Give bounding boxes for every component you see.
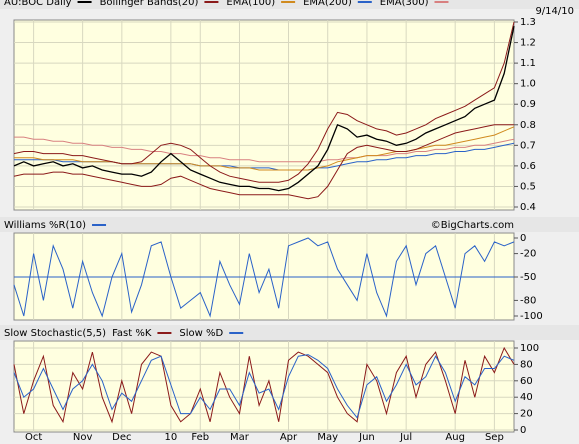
y-tick-label: 1.0 (520, 79, 536, 90)
x-tick-label: Jul (399, 432, 412, 443)
y-tick-label: -100 (520, 311, 543, 322)
panel-header (0, 0, 579, 9)
x-tick-label: Nov (73, 432, 93, 443)
series-line (13, 21, 515, 183)
x-tick-label: May (317, 432, 338, 443)
legend-label: Slow Stochastic(5,5) (4, 328, 106, 339)
legend-label: EMA(100) (226, 0, 275, 8)
y-tick-label: 0 (520, 233, 526, 244)
y-tick-label: 100 (520, 343, 539, 354)
y-tick-label: 0.6 (520, 161, 536, 172)
y-tick-label: 0 (520, 425, 526, 436)
series-line (13, 354, 515, 419)
watermark: ©BigCharts.com (431, 220, 514, 231)
series-line (14, 136, 515, 163)
date-label: 9/14/10 (535, 6, 574, 17)
x-tick-label: Feb (191, 432, 209, 443)
legend-label: AU:BOC Daily (4, 0, 72, 8)
series-line (13, 237, 515, 318)
y-tick-label: 20 (520, 409, 533, 420)
y-tick-label: 0.4 (520, 202, 536, 213)
legend-label: Williams %R(10) (4, 220, 86, 231)
x-tick-label: Dec (112, 432, 131, 443)
legend-label: EMA(200) (303, 0, 352, 8)
y-tick-label: 1.2 (520, 38, 536, 49)
plot-area (13, 340, 515, 433)
y-tick-label: 0.5 (520, 181, 536, 192)
y-tick-label: 80 (520, 359, 533, 370)
y-tick-label: -20 (520, 249, 536, 260)
x-tick-label: Aug (445, 432, 465, 443)
panel-header (0, 325, 579, 340)
x-tick-label: Apr (280, 432, 298, 443)
x-tick-label: Oct (25, 432, 42, 443)
legend-label: EMA(300) (380, 0, 429, 8)
x-tick-label: 10 (164, 432, 177, 443)
series-line (14, 126, 515, 171)
legend-label: Fast %K (112, 328, 152, 339)
y-tick-label: 0.7 (520, 140, 536, 151)
y-tick-label: 60 (520, 376, 533, 387)
y-tick-label: -50 (520, 272, 536, 283)
y-tick-label: 1.1 (520, 58, 536, 69)
y-tick-label: 40 (520, 392, 533, 403)
legend-label: Bollinger Bands(20) (100, 0, 199, 8)
series-line (13, 124, 514, 200)
legend-label: Slow %D (179, 328, 223, 339)
series-line (13, 346, 515, 424)
y-tick-label: 1.3 (520, 17, 536, 28)
series-line (13, 25, 515, 192)
x-tick-label: Sep (485, 432, 504, 443)
y-tick-label: -80 (520, 295, 536, 306)
panel-header (0, 217, 579, 232)
y-tick-label: 0.9 (520, 99, 536, 110)
x-tick-label: Jun (358, 432, 375, 443)
plot-area (13, 19, 515, 211)
y-tick-label: 0.8 (520, 120, 536, 131)
x-tick-label: Mar (230, 432, 250, 443)
